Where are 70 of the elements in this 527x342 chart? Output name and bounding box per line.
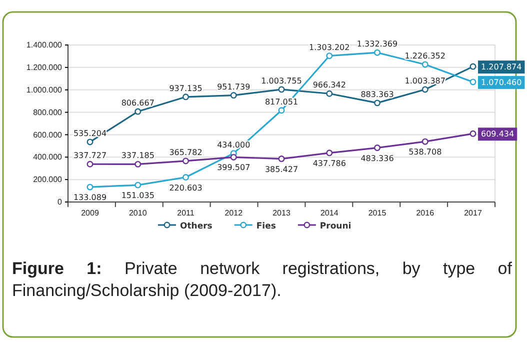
data-label: 220.603 bbox=[169, 183, 202, 192]
point bbox=[86, 160, 94, 168]
x-tick-label: 2013 bbox=[272, 208, 291, 218]
x-tick-label: 2012 bbox=[224, 208, 244, 218]
data-label: 538.708 bbox=[408, 148, 442, 157]
point bbox=[86, 138, 94, 146]
point bbox=[182, 174, 189, 180]
point bbox=[326, 150, 333, 156]
point bbox=[182, 158, 189, 164]
data-label: 1.207.874 bbox=[481, 62, 522, 72]
data-label: 609.434 bbox=[481, 130, 514, 139]
point bbox=[422, 138, 428, 145]
x-tick-label: 2009 bbox=[81, 208, 100, 218]
data-label: 483.336 bbox=[360, 154, 394, 163]
y-tick-label: 1.400.000 bbox=[26, 40, 63, 50]
y-tick-label: 200.000 bbox=[33, 175, 63, 184]
data-label: 1.226.352 bbox=[404, 51, 446, 60]
data-label: 385.427 bbox=[264, 164, 298, 174]
point bbox=[134, 108, 142, 115]
data-label: 937.135 bbox=[169, 84, 202, 93]
point bbox=[182, 94, 189, 100]
y-tick-label: 600.000 bbox=[33, 130, 63, 140]
x-tick-label: 2011 bbox=[177, 208, 195, 218]
point bbox=[374, 49, 380, 56]
data-label: 1.303.202 bbox=[309, 42, 350, 52]
point bbox=[326, 52, 333, 60]
legend-label: Others bbox=[180, 222, 212, 232]
data-label: 951.739 bbox=[217, 82, 250, 92]
y-tick-label: 1.200.000 bbox=[26, 62, 63, 72]
point bbox=[470, 78, 476, 86]
x-tick-label: 2015 bbox=[368, 208, 387, 218]
data-label: 966.342 bbox=[312, 80, 346, 90]
x-tick-label: 2016 bbox=[416, 208, 435, 218]
point bbox=[230, 92, 237, 99]
point bbox=[278, 86, 285, 93]
data-label: 365.782 bbox=[169, 148, 202, 157]
point bbox=[326, 90, 333, 97]
y-tick-label: 400.000 bbox=[33, 152, 63, 162]
point bbox=[134, 160, 142, 168]
y-tick-label: 0 bbox=[58, 198, 63, 207]
data-label: 337.727 bbox=[73, 151, 107, 160]
data-label: 337.185 bbox=[121, 151, 154, 160]
text: Figure 1: Private network registrations, by type of Financing/Scholarship (2009-2017). bbox=[12, 259, 512, 300]
point bbox=[230, 154, 237, 160]
point bbox=[86, 184, 94, 190]
y-tick-label: 800.000 bbox=[33, 108, 63, 117]
data-label: 806.667 bbox=[121, 98, 154, 108]
point bbox=[134, 182, 142, 188]
x-tick-label: 2017 bbox=[464, 208, 482, 218]
data-label: 437.786 bbox=[312, 158, 346, 168]
point bbox=[422, 86, 428, 93]
x-tick-label: 2014 bbox=[320, 208, 339, 218]
data-label: 399.507 bbox=[217, 163, 250, 172]
legend-label: Prouni bbox=[320, 222, 352, 232]
data-label: 151.035 bbox=[121, 191, 154, 200]
data-label: 1.332.369 bbox=[356, 40, 398, 49]
data-label: 1.003.755 bbox=[261, 76, 302, 86]
point bbox=[470, 130, 476, 137]
point bbox=[278, 107, 285, 114]
data-label: 883.363 bbox=[360, 90, 394, 99]
y-tick-label: 1.000.000 bbox=[26, 85, 63, 94]
point bbox=[374, 144, 380, 152]
point bbox=[470, 63, 476, 70]
data-label: 1.070.460 bbox=[481, 78, 522, 87]
point bbox=[422, 61, 428, 68]
x-tick-label: 2010 bbox=[128, 208, 148, 218]
data-label: 133.089 bbox=[73, 193, 107, 202]
point bbox=[374, 100, 380, 106]
legend-label: Fies bbox=[256, 222, 276, 232]
point bbox=[278, 156, 285, 162]
